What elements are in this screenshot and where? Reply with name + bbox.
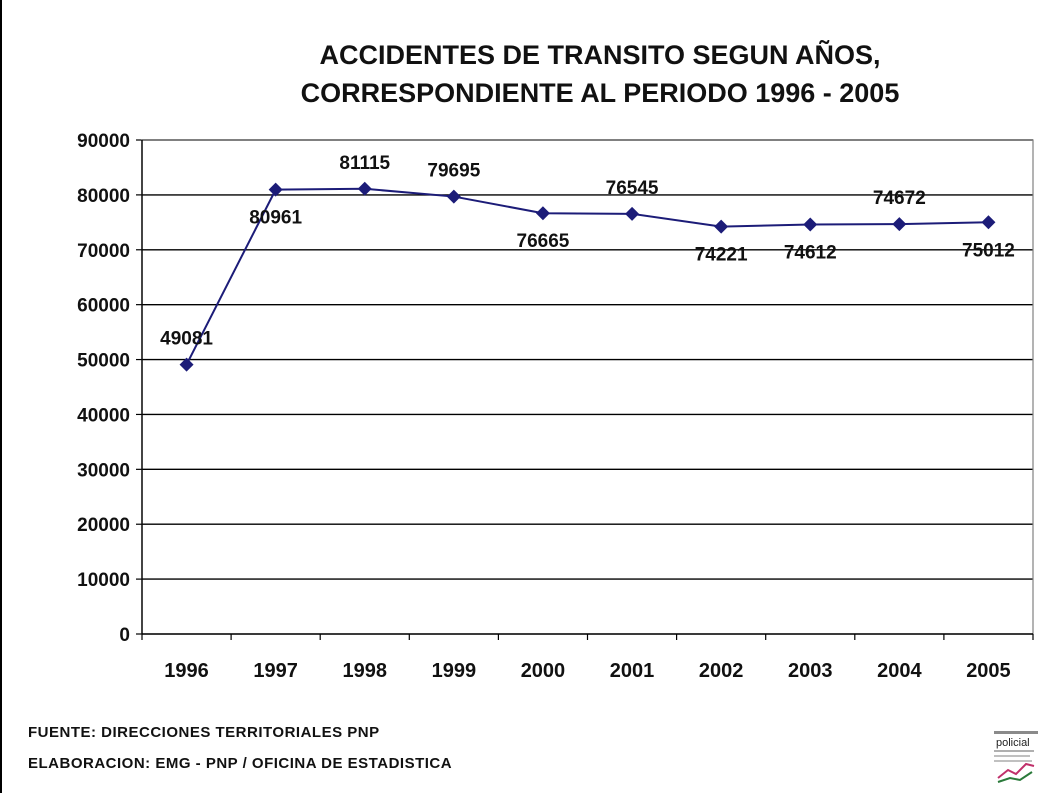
x-tick-label: 1996: [164, 660, 209, 682]
data-point-marker: [268, 182, 283, 197]
y-tick-label: 90000: [77, 131, 130, 152]
y-tick-label: 0: [119, 625, 130, 646]
y-tick-label: 10000: [77, 570, 130, 591]
y-tick-label: 30000: [77, 460, 130, 481]
footer-source: FUENTE: DIRECCIONES TERRITORIALES PNP: [28, 724, 380, 741]
plot-area: [142, 140, 1033, 634]
y-tick-label: 80000: [77, 186, 130, 207]
x-tick-label: 2005: [966, 660, 1011, 682]
x-tick-label: 1998: [343, 660, 388, 682]
x-tick-label: 2002: [699, 660, 744, 682]
police-statistics-logo-icon: policial: [992, 728, 1040, 786]
data-point-marker: [892, 217, 907, 232]
y-tick-label: 40000: [77, 405, 130, 426]
series-line: [185, 187, 989, 366]
data-label: 79695: [427, 161, 480, 182]
data-label: 74672: [873, 188, 926, 209]
x-tick-label: 2000: [521, 660, 566, 682]
data-point-marker: [535, 206, 550, 221]
y-tick-label: 50000: [77, 351, 130, 372]
data-label: 80961: [249, 208, 302, 229]
data-point-marker: [357, 181, 372, 196]
data-point-marker: [179, 357, 194, 372]
data-label: 81115: [339, 153, 390, 174]
data-label: 75012: [962, 240, 1015, 261]
data-label: 76545: [606, 178, 659, 199]
x-tick-label: 2004: [877, 660, 922, 682]
line-chart: 0 10000 20000 30000 40000 50000 60000 70000 8000…: [77, 131, 1034, 682]
logo-text: policial: [996, 737, 1030, 749]
y-tick-label: 20000: [77, 515, 130, 536]
x-tick-label: 1997: [253, 660, 298, 682]
data-point-marker: [446, 189, 461, 204]
y-tick-label: 60000: [77, 296, 130, 317]
x-tick-label: 2003: [788, 660, 833, 682]
chart-title-line1: ACCIDENTES DE TRANSITO SEGUN AÑOS,: [319, 40, 881, 70]
data-label: 76665: [517, 231, 570, 252]
frame-border: [0, 0, 2, 793]
footer-elaboration: ELABORACION: EMG - PNP / OFICINA DE ESTA…: [28, 755, 453, 772]
data-point-marker: [714, 219, 729, 234]
data-label: 74221: [695, 245, 748, 266]
x-tick-label: 2001: [610, 660, 655, 682]
x-tick-label: 1999: [432, 660, 477, 682]
data-point-marker: [625, 206, 640, 221]
y-tick-label: 70000: [77, 241, 130, 262]
data-label: 49081: [160, 329, 213, 350]
data-point-marker: [981, 215, 996, 230]
chart-title-line2: CORRESPONDIENTE AL PERIODO 1996 - 2005: [300, 78, 900, 108]
data-label: 74612: [784, 242, 837, 263]
data-point-marker: [803, 217, 818, 232]
